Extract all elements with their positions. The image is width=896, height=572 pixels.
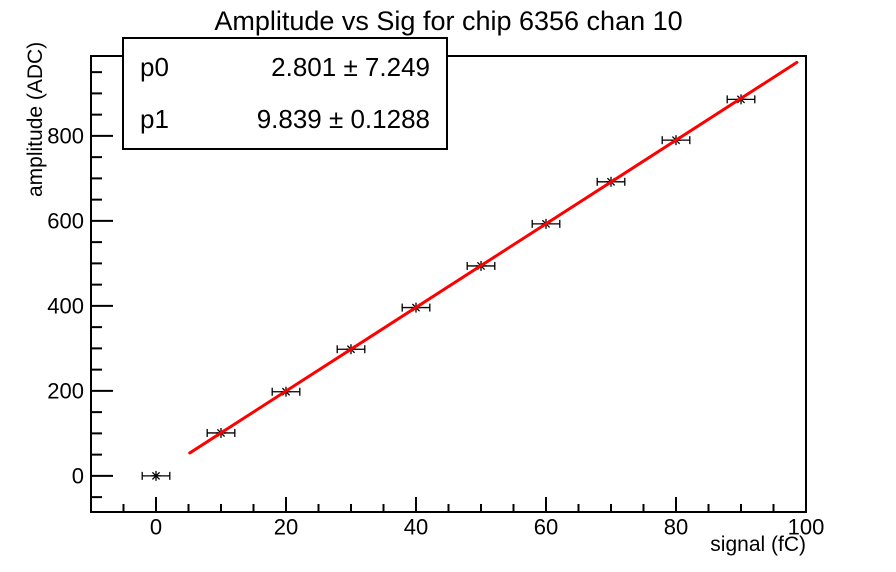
x-axis-title: signal (fC)	[710, 533, 806, 556]
stats-row-p0: p0 2.801 ± 7.249	[140, 52, 430, 83]
param-value-p1: 9.839 ± 0.1288	[256, 104, 430, 135]
y-axis-title: amplitude (ADC)	[24, 41, 47, 197]
plot-frame	[90, 55, 807, 513]
x-tick-label: 100	[788, 515, 825, 540]
x-tick-label: 40	[404, 515, 428, 540]
x-tick-label: 20	[274, 515, 298, 540]
y-tick-label: 800	[47, 123, 84, 148]
fit-stats-box: p0 2.801 ± 7.249 p1 9.839 ± 0.1288	[122, 37, 448, 150]
x-tick-label: 80	[664, 515, 688, 540]
chart-title: Amplitude vs Sig for chip 6356 chan 10	[214, 6, 683, 36]
marker-stroke-d2	[151, 471, 161, 480]
param-value-p0: 2.801 ± 7.249	[271, 51, 430, 82]
y-tick-label: 400	[47, 293, 84, 318]
param-name-p1: p1	[140, 104, 169, 135]
fit-line	[188, 60, 799, 455]
x-tick-label: 0	[150, 515, 162, 540]
param-name-p0: p0	[140, 51, 169, 82]
y-tick-label: 600	[47, 208, 84, 233]
x-tick-label: 60	[534, 515, 558, 540]
y-tick-label: 200	[47, 378, 84, 403]
y-tick-label: 0	[72, 463, 84, 488]
stats-row-p1: p1 9.839 ± 0.1288	[140, 104, 430, 135]
data-point	[141, 470, 171, 481]
